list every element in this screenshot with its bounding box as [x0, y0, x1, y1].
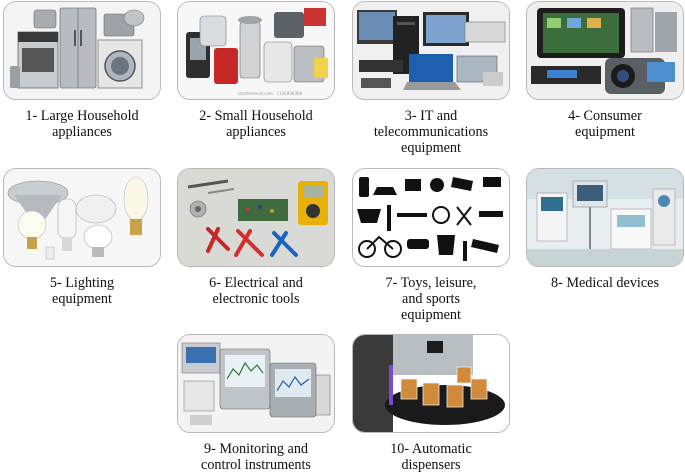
- category-label-1: 1- Large Household appliances: [25, 108, 139, 140]
- toys-sports-icon: [353, 169, 509, 266]
- it-equipment-icon: [353, 2, 509, 99]
- large-appliances-image: [3, 1, 161, 100]
- category-card-3: 3- IT and telecommunications equipment: [352, 1, 510, 156]
- category-card-1: 1- Large Household appliances: [3, 1, 161, 140]
- category-label-9: 9- Monitoring and control instruments: [201, 441, 311, 473]
- category-card-10: 10- Automatic dispensers: [352, 334, 510, 473]
- category-card-5: 5- Lighting equipment: [3, 168, 161, 307]
- it-equipment-image: [352, 1, 510, 100]
- category-label-5: 5- Lighting equipment: [49, 275, 115, 307]
- category-card-7: 7- Toys, leisure, and sports equipment: [352, 168, 510, 323]
- watermark-text: shutterstock.com · 1136406368: [238, 91, 303, 96]
- category-label-7: 7- Toys, leisure, and sports equipment: [385, 275, 477, 323]
- monitoring-instruments-image: [177, 334, 335, 433]
- consumer-equipment-icon: [527, 2, 683, 99]
- category-label-8: 8- Medical devices: [551, 275, 659, 291]
- medical-devices-image: [526, 168, 684, 267]
- small-appliances-image: shutterstock.com · 1136406368: [177, 1, 335, 100]
- category-card-4: 4- Consumer equipment: [526, 1, 684, 140]
- category-label-6: 6- Electrical and electronic tools: [209, 275, 303, 307]
- large-appliances-icon: [4, 2, 160, 99]
- toys-sports-image: [352, 168, 510, 267]
- dispensers-image: [352, 334, 510, 433]
- category-label-10: 10- Automatic dispensers: [390, 441, 472, 473]
- category-label-3: 3- IT and telecommunications equipment: [373, 108, 489, 156]
- category-card-8: 8- Medical devices: [526, 168, 684, 291]
- medical-devices-icon: [527, 169, 683, 266]
- category-label-2: 2- Small Household appliances: [199, 108, 313, 140]
- consumer-equipment-image: [526, 1, 684, 100]
- lighting-icon: [4, 169, 160, 266]
- dispensers-icon: [353, 335, 509, 432]
- lighting-image: [3, 168, 161, 267]
- electrical-tools-icon: [178, 169, 334, 266]
- monitoring-instruments-icon: [178, 335, 334, 432]
- small-appliances-icon: shutterstock.com · 1136406368: [178, 2, 334, 99]
- category-card-9: 9- Monitoring and control instruments: [177, 334, 335, 473]
- category-label-4: 4- Consumer equipment: [568, 108, 642, 140]
- category-card-2: shutterstock.com · 1136406368 2- Small H…: [177, 1, 335, 140]
- category-card-6: 6- Electrical and electronic tools: [177, 168, 335, 307]
- electrical-tools-image: [177, 168, 335, 267]
